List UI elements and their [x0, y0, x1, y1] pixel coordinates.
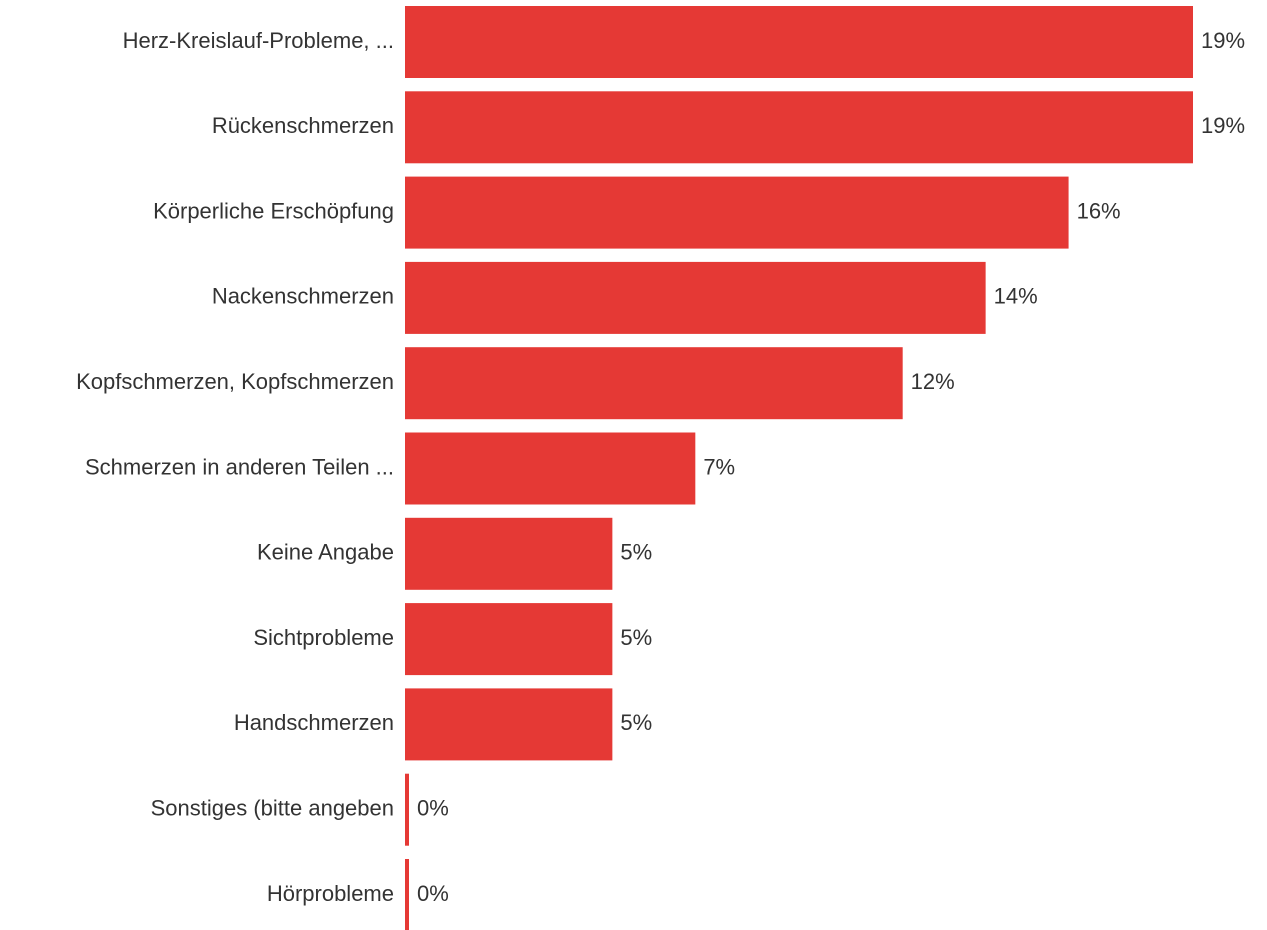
bar [405, 603, 613, 676]
value-label: 7% [703, 454, 735, 479]
bar [405, 688, 613, 761]
value-label: 5% [620, 540, 652, 565]
value-label: 16% [1077, 198, 1121, 223]
category-label: Sonstiges (bitte angeben [151, 796, 394, 821]
value-label: 19% [1201, 28, 1245, 53]
category-label: Keine Angabe [257, 540, 394, 565]
bar [405, 6, 1193, 78]
category-label: Rückenschmerzen [212, 113, 394, 138]
category-label: Körperliche Erschöpfung [153, 198, 394, 223]
value-label: 0% [417, 881, 449, 906]
value-label: 14% [994, 284, 1038, 309]
bar [405, 176, 1069, 249]
value-label: 5% [620, 710, 652, 735]
bar [405, 859, 409, 930]
bar [405, 773, 409, 846]
category-label: Schmerzen in anderen Teilen ... [85, 454, 394, 479]
value-label: 0% [417, 796, 449, 821]
category-label: Sichtprobleme [253, 625, 394, 650]
bar [405, 517, 613, 590]
value-label: 5% [620, 625, 652, 650]
category-label: Hörprobleme [267, 881, 394, 906]
category-label: Kopfschmerzen, Kopfschmerzen [76, 369, 394, 394]
bar [405, 91, 1193, 164]
bar [405, 432, 696, 505]
bar [405, 261, 986, 334]
value-label: 19% [1201, 113, 1245, 138]
bar [405, 347, 903, 420]
category-label: Nackenschmerzen [212, 284, 394, 309]
category-label: Handschmerzen [234, 710, 394, 735]
category-label: Herz-Kreislauf-Probleme, ... [123, 28, 394, 53]
value-label: 12% [911, 369, 955, 394]
